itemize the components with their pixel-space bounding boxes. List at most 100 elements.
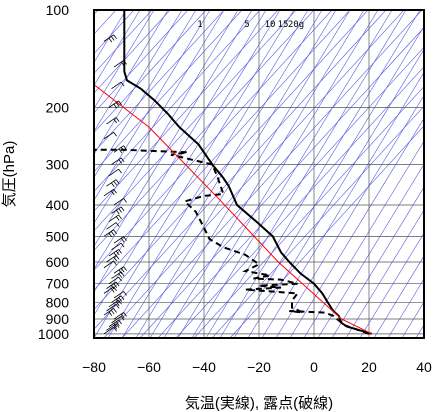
wind-barb-feather — [120, 271, 125, 277]
dry-adiabat-line — [94, 10, 155, 109]
mixing-ratio-label: 15 — [278, 20, 289, 30]
wind-barb-feather — [115, 117, 120, 122]
wind-barb-feather — [110, 288, 115, 293]
wind-barb — [113, 198, 127, 206]
x-axis-title: 気温(実線), 露点(破線) — [185, 395, 333, 412]
wind-barb-feather — [113, 132, 117, 137]
wind-barb — [108, 299, 122, 308]
wind-barb-feather — [113, 103, 118, 109]
moist-adiabat-line — [94, 10, 261, 192]
wind-barb-feather — [113, 308, 117, 313]
wind-barb-feather — [120, 61, 125, 67]
wind-barb — [108, 214, 122, 222]
wind-barb-feather — [123, 60, 127, 65]
mixing-ratio-labels: 1 5 10 15 20g — [197, 20, 304, 30]
wind-barb-shaft — [103, 326, 114, 335]
wind-barb-shaft — [113, 236, 124, 244]
wind-barb — [113, 291, 127, 299]
wind-barb — [111, 271, 125, 279]
wind-barb — [103, 188, 117, 197]
wind-barb — [103, 34, 117, 43]
wind-barb-feather — [108, 232, 113, 238]
wind-barb — [103, 229, 117, 238]
wind-barb-feather — [120, 242, 125, 248]
y-tick-label: 200 — [46, 99, 70, 115]
wind-barb-feather — [116, 3, 119, 7]
moist-adiabat-line — [94, 10, 225, 153]
wind-barb — [108, 168, 122, 177]
wind-barb-shaft — [108, 276, 119, 285]
wind-barb-feather — [118, 214, 122, 220]
wind-barb-feather — [123, 312, 127, 317]
wind-barb-feather — [118, 319, 122, 325]
wind-barb-feather — [113, 34, 117, 40]
wind-barb-feather — [115, 102, 120, 107]
dry-adiabat-line — [94, 10, 197, 178]
wind-barb-feather — [110, 309, 115, 315]
wind-barb-feather — [120, 81, 125, 87]
wind-barb-shaft — [106, 255, 117, 263]
wind-barbs — [103, 3, 127, 335]
moist-adiabat-line — [94, 10, 279, 212]
x-tick-label: −20 — [247, 359, 271, 375]
wind-barb-shaft — [111, 271, 122, 279]
wind-barb-shaft — [108, 214, 119, 222]
wind-barb-feather — [113, 327, 117, 332]
wind-barb — [106, 281, 120, 290]
wind-barb — [113, 145, 127, 154]
y-tick-label: 100 — [46, 2, 70, 18]
wind-barb-feather — [120, 268, 125, 273]
wind-barb — [106, 117, 120, 125]
mixing-ratio-label: 20g — [288, 20, 304, 30]
x-tick-label: 40 — [416, 359, 432, 375]
moist-adiabat-line — [94, 10, 315, 251]
x-tick-label: −40 — [192, 359, 216, 375]
x-tick-label: −80 — [82, 359, 106, 375]
wind-barb-feather — [113, 252, 118, 257]
mixing-ratio-label: 10 — [265, 20, 276, 30]
wind-barb — [111, 157, 125, 165]
dry-adiabat-line — [94, 10, 169, 132]
wind-barb-feather — [118, 276, 122, 282]
x-tick-label: 20 — [361, 359, 377, 375]
dewpoint-line — [94, 148, 370, 335]
wind-barb-feather — [118, 100, 122, 106]
wind-barb — [113, 312, 127, 320]
y-tick-label: 300 — [46, 157, 70, 173]
wind-barb-feather — [118, 168, 122, 174]
moist-adiabat-line — [94, 10, 297, 232]
wind-barb — [106, 304, 120, 312]
wind-barb-feather — [115, 179, 120, 184]
wind-barb — [106, 179, 120, 188]
mixing-ratio-label: 1 — [197, 20, 202, 30]
dry-adiabat-line — [94, 10, 141, 87]
wind-barb-feather — [115, 321, 120, 326]
y-tick-label: 900 — [46, 311, 70, 327]
x-tick-labels: −80 −60 −40 −20 0 20 40 — [82, 359, 432, 375]
wind-barb-feather — [118, 297, 123, 302]
wind-barb-feather — [113, 118, 118, 124]
wind-barb-feather — [123, 198, 127, 203]
wind-barb-feather — [118, 299, 122, 305]
wind-barb-shaft — [106, 304, 117, 312]
wind-barb-shaft — [108, 299, 119, 308]
wind-barb-shaft — [106, 222, 117, 230]
wind-barb-feather — [120, 295, 125, 301]
wind-barb-feather — [123, 145, 127, 150]
wind-barb — [103, 308, 117, 316]
wind-barb — [111, 242, 125, 251]
plot-frame — [93, 9, 425, 339]
dry-adiabat-line — [94, 10, 239, 247]
moist-adiabat-line — [94, 10, 153, 74]
wind-barb-feather — [110, 182, 115, 188]
wind-barb-feather — [118, 148, 123, 154]
wind-barb-feather — [110, 284, 115, 290]
wind-barb-feather — [110, 190, 115, 196]
wind-barb-shaft — [113, 291, 124, 299]
wind-barb-feather — [113, 256, 118, 262]
y-tick-label: 1000 — [38, 326, 69, 342]
y-axis-title: 気圧(hPa) — [1, 141, 18, 208]
wind-barb-feather — [115, 301, 120, 307]
wind-barb — [111, 295, 125, 304]
